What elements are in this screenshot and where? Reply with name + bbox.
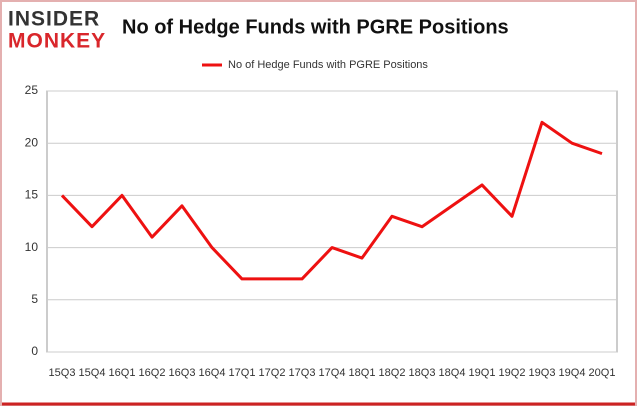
x-tick-label: 19Q3: [529, 367, 556, 379]
data-line: [60, 120, 603, 281]
y-tick-label: 10: [25, 240, 39, 254]
logo-top: INSIDER: [8, 8, 100, 31]
x-tick-label: 16Q4: [199, 367, 226, 379]
chart-title: No of Hedge Funds with PGRE Positions: [122, 16, 509, 38]
legend-label: No of Hedge Funds with PGRE Positions: [228, 59, 428, 71]
x-tick-label: 18Q4: [439, 367, 466, 379]
x-tick-label: 16Q2: [139, 367, 166, 379]
y-tick-label: 0: [31, 344, 38, 358]
y-tick-label: 5: [31, 292, 38, 306]
x-tick-label: 17Q3: [289, 367, 316, 379]
x-tick-label: 18Q1: [349, 367, 376, 379]
x-tick-label: 16Q1: [109, 367, 136, 379]
x-tick-label: 18Q2: [379, 367, 406, 379]
x-tick-label: 17Q2: [259, 367, 286, 379]
x-tick-label: 15Q4: [79, 367, 106, 379]
x-tick-label: 20Q1: [589, 367, 616, 379]
x-tick-label: 18Q3: [409, 367, 436, 379]
y-tick-label: 25: [25, 83, 39, 97]
y-tick-label: 20: [25, 135, 39, 149]
y-tick-label: 15: [25, 188, 39, 202]
x-tick-label: 16Q3: [169, 367, 196, 379]
logo-bottom: MONKEY: [8, 30, 106, 53]
x-tick-label: 19Q2: [499, 367, 526, 379]
x-tick-label: 17Q4: [319, 367, 346, 379]
x-tick-label: 19Q4: [559, 367, 586, 379]
x-tick-label: 15Q3: [49, 367, 76, 379]
x-tick-label: 19Q1: [469, 367, 496, 379]
x-tick-label: 17Q1: [229, 367, 256, 379]
